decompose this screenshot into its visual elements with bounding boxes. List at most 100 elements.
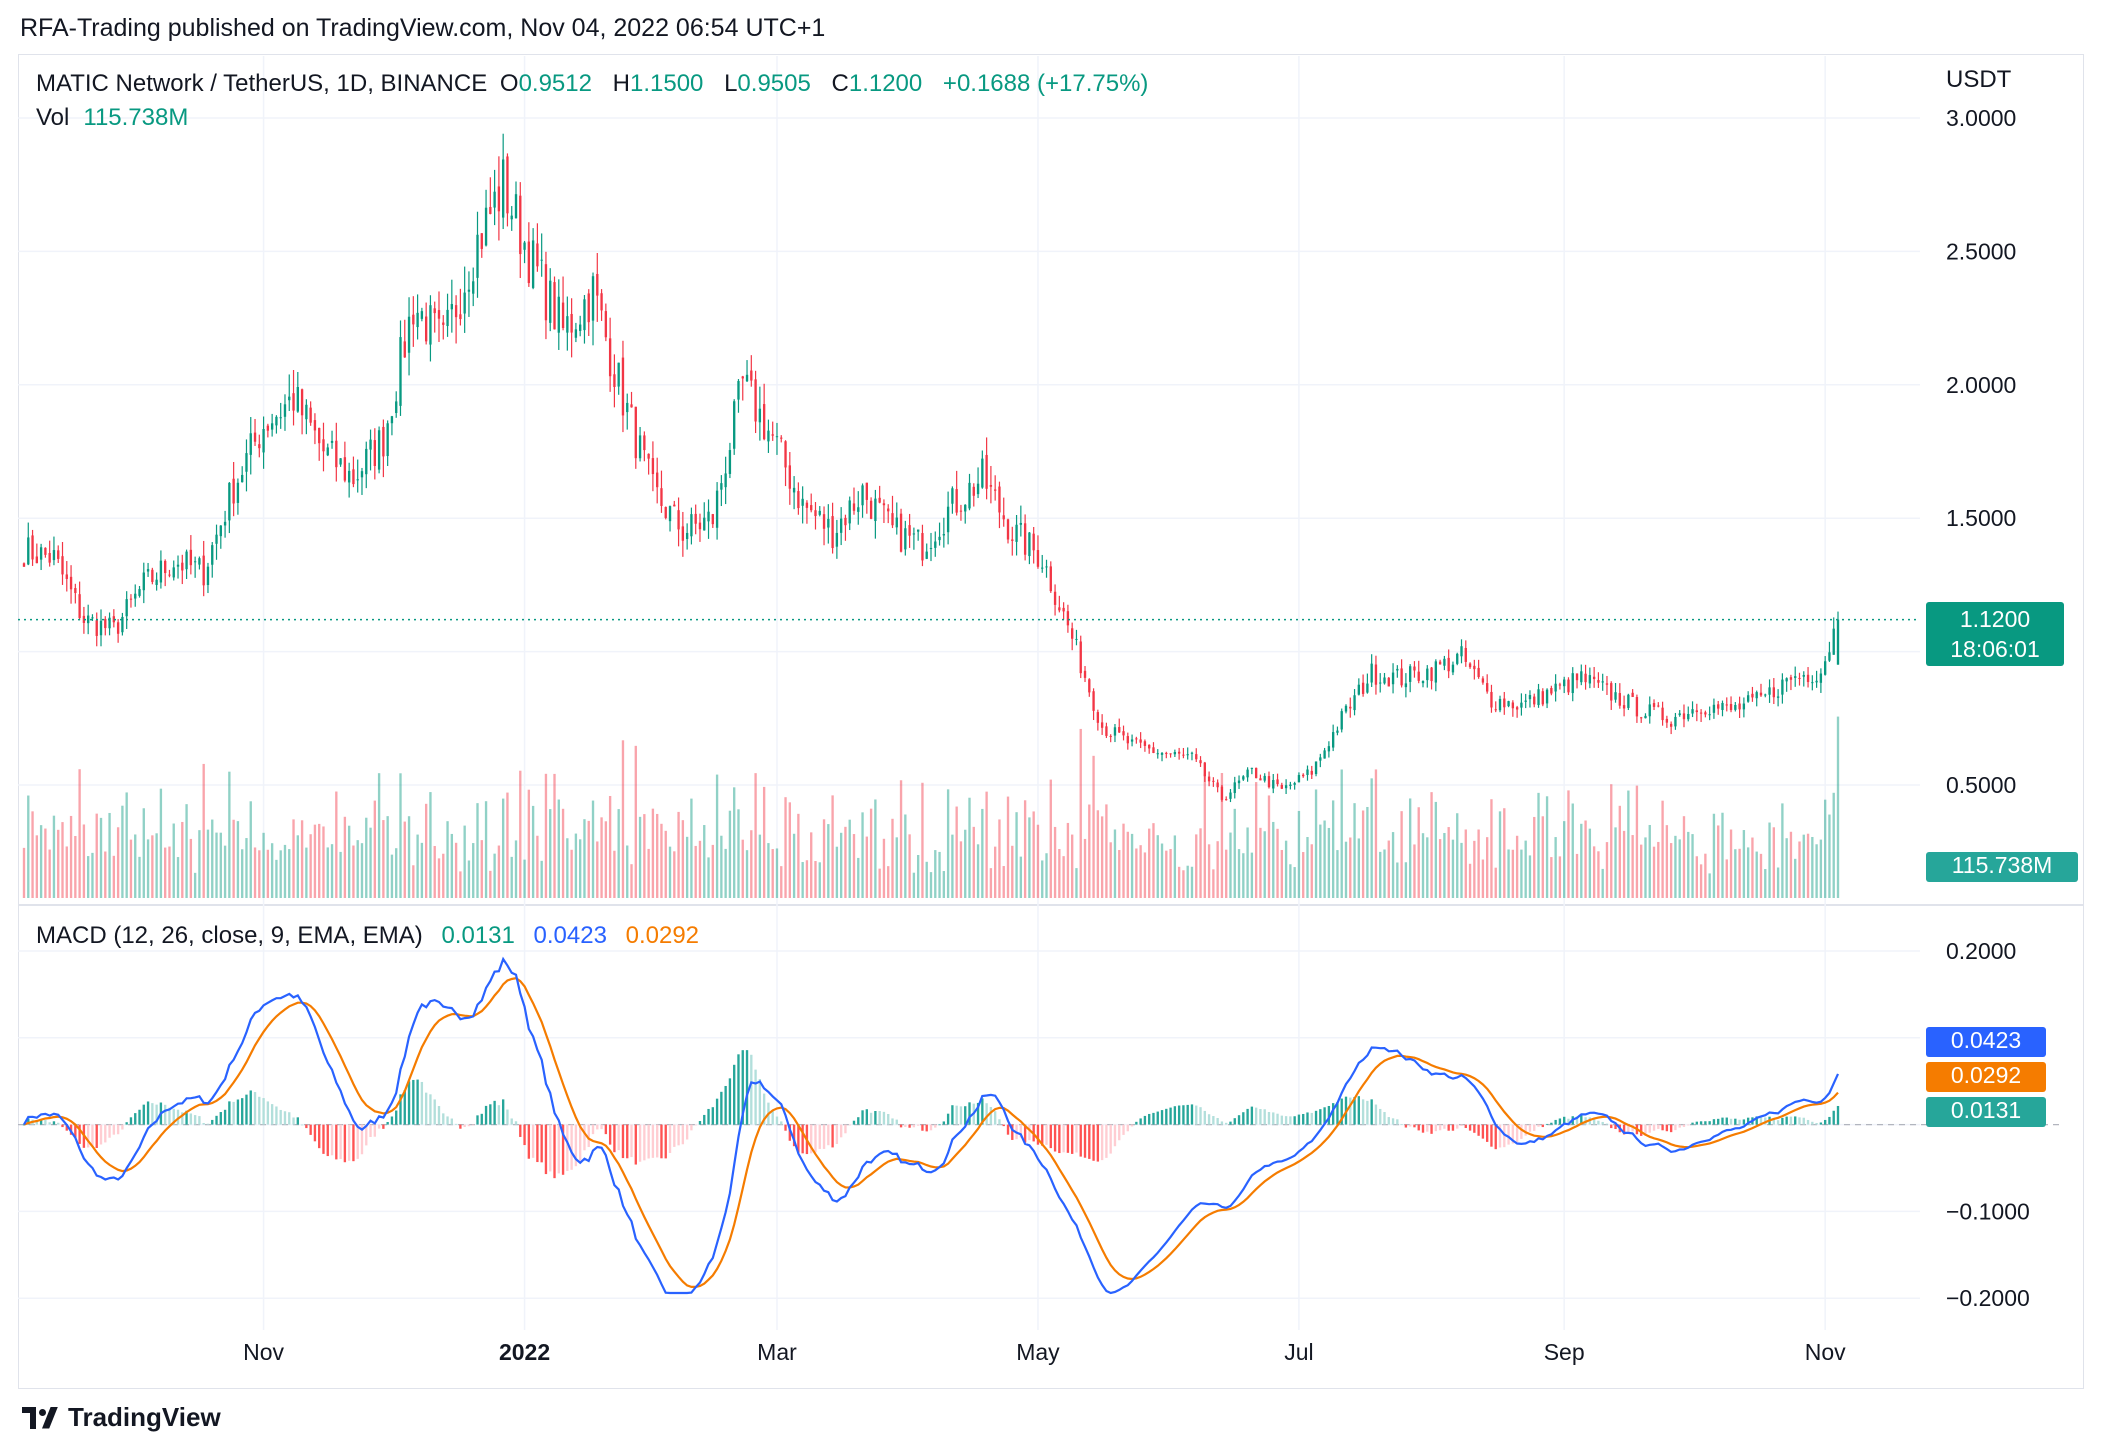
volume-bar: [459, 871, 462, 898]
volume-bar: [869, 808, 873, 898]
candle-body: [1438, 661, 1442, 665]
candle-body: [1738, 703, 1741, 710]
macd-hist-bar: [711, 1107, 714, 1125]
macd-hist-bar: [651, 1124, 655, 1158]
volume-bar: [1272, 821, 1275, 898]
macd-hist-bar: [1575, 1116, 1579, 1125]
volume-bar: [288, 849, 291, 898]
macd-hist-bar: [1836, 1105, 1840, 1125]
volume-bar: [1302, 852, 1305, 898]
macd-hist-bar: [1644, 1124, 1647, 1136]
candle-body: [1644, 715, 1647, 719]
volume-bar: [1751, 837, 1754, 898]
volume-bar: [1627, 790, 1630, 898]
macd-hist-bar: [1062, 1124, 1065, 1153]
macd-hist-bar: [951, 1105, 954, 1125]
macd-hist-bar: [176, 1109, 180, 1125]
candle-body: [1190, 752, 1194, 754]
volume-bar: [1190, 866, 1194, 898]
volume-bar: [1622, 830, 1626, 898]
candle-body: [758, 408, 762, 423]
volume-bar: [690, 798, 693, 898]
volume-bar: [223, 845, 227, 898]
macd-hist-bar: [784, 1124, 787, 1131]
candle-body: [1755, 692, 1758, 699]
macd-hist-bar: [1785, 1116, 1788, 1125]
macd-hist-bar: [694, 1124, 697, 1126]
volume-bar: [664, 830, 667, 898]
macd-hist-bar: [424, 1092, 428, 1125]
macd-hist-bar: [373, 1124, 376, 1137]
macd-hist-bar: [934, 1124, 937, 1128]
candle-body: [48, 553, 51, 563]
macd-hist-bar: [1276, 1113, 1279, 1125]
volume-bar: [313, 824, 317, 898]
macd-hist-bar: [1721, 1117, 1724, 1125]
macd-hist-bar: [1665, 1124, 1669, 1132]
candle-body: [955, 489, 958, 513]
macd-hist-bar: [352, 1124, 355, 1162]
candle-body: [450, 303, 454, 310]
volume-bar: [1276, 828, 1279, 898]
volume-bar: [891, 818, 894, 898]
macd-hist-bar: [168, 1107, 171, 1125]
macd-hist-bar: [121, 1124, 124, 1130]
macd-hist-bar: [1336, 1102, 1339, 1125]
candle-body: [1036, 550, 1040, 567]
candle-body: [1729, 703, 1733, 711]
candle-body: [1083, 670, 1087, 678]
volume-bar: [326, 847, 329, 898]
macd-hist-bar: [108, 1124, 111, 1138]
candle-body: [664, 507, 667, 518]
macd-hist-bar: [976, 1102, 980, 1125]
macd-hist-bar: [1426, 1124, 1429, 1132]
candle-body: [822, 514, 826, 529]
candle-body: [407, 316, 411, 353]
macd-hist-bar: [810, 1124, 813, 1154]
macd-hist-bar: [1199, 1107, 1202, 1125]
macd-hist-bar: [245, 1094, 248, 1125]
volume-bar: [215, 832, 218, 898]
candle-body: [1246, 769, 1249, 778]
candle-body: [1618, 693, 1621, 706]
candle-body: [553, 282, 556, 330]
macd-hist-bar: [1036, 1124, 1040, 1145]
candle-body: [1528, 695, 1532, 700]
candle-body: [305, 404, 308, 420]
volume-bar: [176, 857, 180, 898]
volume-bar: [1071, 834, 1074, 898]
volume-bar: [711, 844, 714, 898]
macd-hist-bar: [814, 1124, 817, 1153]
volume-bar: [831, 795, 834, 898]
volume-bar: [437, 858, 441, 898]
volume-bar: [1687, 831, 1690, 898]
tradingview-logo[interactable]: TradingView: [22, 1402, 221, 1433]
macd-hist-bar: [758, 1079, 762, 1125]
candle-body: [1160, 753, 1164, 755]
candle-body: [1567, 679, 1570, 693]
candle-body: [869, 500, 873, 519]
candle-body: [1169, 753, 1172, 755]
price-tick-label: 1.5000: [1946, 505, 2016, 531]
macd-hist-bar: [1323, 1107, 1326, 1125]
candle-body: [1430, 667, 1433, 682]
candle-body: [1344, 705, 1348, 712]
macd-hist-bar: [27, 1118, 30, 1125]
volume-bar: [724, 848, 727, 898]
volume-bar: [792, 833, 796, 898]
macd-hist-bar: [1396, 1119, 1399, 1125]
candle-body: [1473, 665, 1476, 670]
date-tick-label: Sep: [1544, 1339, 1585, 1365]
candle-body: [1682, 713, 1686, 720]
macd-hist-bar: [959, 1106, 963, 1125]
volume-bar: [1738, 848, 1741, 898]
macd-hist-bar: [707, 1108, 710, 1125]
macd-hist-bar: [1473, 1124, 1476, 1133]
macd-hist-bar: [1580, 1115, 1583, 1125]
macd-hist-bar: [1776, 1120, 1780, 1125]
volume-bar: [1545, 796, 1549, 898]
signal-line: [23, 977, 1839, 1289]
candle-body: [1580, 671, 1583, 683]
volume-bar: [1254, 782, 1258, 898]
